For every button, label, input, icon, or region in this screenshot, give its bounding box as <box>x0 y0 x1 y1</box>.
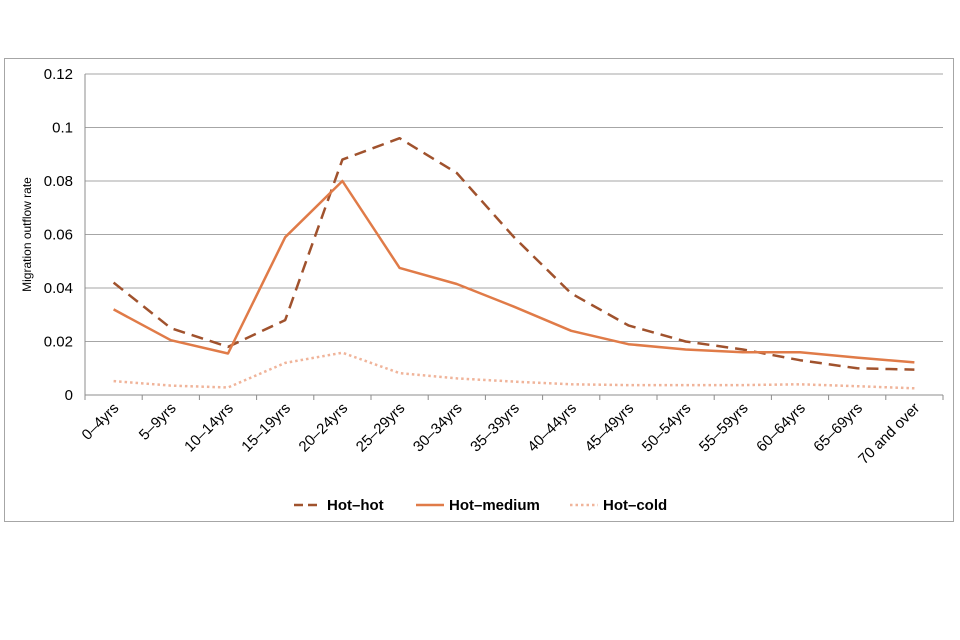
legend-label: Hot–cold <box>603 497 667 514</box>
line-chart: 0 0.02 0.04 0.06 0.08 0.1 0.12 Migration outflo… <box>20 66 944 514</box>
y-tick-label: 0 <box>65 387 73 404</box>
x-tick-label: 25–29yrs <box>353 400 409 456</box>
x-tick-label: 70 and over <box>855 400 923 468</box>
series-line-3 <box>113 351 915 390</box>
series-line-2 <box>113 179 915 364</box>
y-tick-label: 0.02 <box>44 334 73 351</box>
y-tick-label: 0.12 <box>44 66 73 83</box>
legend-label: Hot–medium <box>449 497 540 514</box>
x-tick-label: 45–49yrs <box>582 400 638 456</box>
x-tick-label: 10–14yrs <box>181 400 237 456</box>
y-tick-label: 0.04 <box>44 280 73 297</box>
x-tick-label: 30–34yrs <box>410 400 466 456</box>
x-tick-label: 40–44yrs <box>524 400 580 456</box>
x-tick-label: 5–9yrs <box>136 400 180 444</box>
x-tick-label: 65–69yrs <box>810 400 866 456</box>
x-tick-label: 20–24yrs <box>296 400 352 456</box>
chart-frame: 0 0.02 0.04 0.06 0.08 0.1 0.12 Migration outflo… <box>4 58 954 522</box>
x-tick-label: 50–54yrs <box>639 400 695 456</box>
x-tick-label: 55–59yrs <box>696 400 752 456</box>
x-tick-label: 15–19yrs <box>238 400 294 456</box>
y-tick-label: 0.08 <box>44 173 73 190</box>
y-axis-label: Migration outflow rate <box>20 177 34 292</box>
x-tick-label: 35–39yrs <box>467 400 523 456</box>
series-line-1 <box>112 136 915 371</box>
y-tick-label: 0.06 <box>44 227 73 244</box>
x-tick-label: 60–64yrs <box>753 400 809 456</box>
x-tick-label: 0–4yrs <box>79 400 123 444</box>
y-tick-label: 0.1 <box>52 120 73 137</box>
legend-label: Hot–hot <box>327 497 384 514</box>
